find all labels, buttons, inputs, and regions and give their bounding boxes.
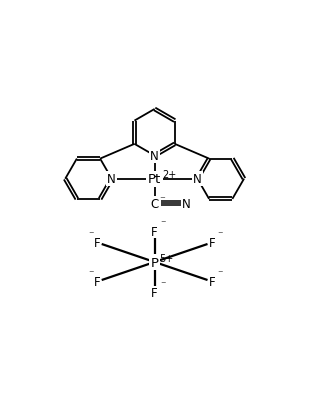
Text: N: N: [107, 173, 116, 186]
Text: ⁻: ⁻: [88, 269, 94, 279]
Text: Pt: Pt: [148, 173, 161, 186]
Text: P: P: [151, 256, 159, 269]
Text: ⁻: ⁻: [160, 279, 166, 290]
Text: ⁻: ⁻: [88, 230, 94, 240]
Text: N: N: [182, 197, 191, 210]
Text: F: F: [151, 225, 158, 238]
Text: ⁻: ⁻: [159, 195, 165, 205]
Text: 2+: 2+: [163, 170, 177, 180]
Text: C: C: [150, 197, 159, 210]
Text: N: N: [193, 173, 202, 186]
Text: F: F: [151, 286, 158, 300]
Text: ⁻: ⁻: [217, 229, 223, 239]
Text: F: F: [209, 275, 216, 288]
Text: N: N: [150, 150, 159, 162]
Text: F: F: [209, 236, 216, 249]
Text: F: F: [94, 275, 100, 288]
Text: ⁻: ⁻: [217, 269, 223, 278]
Text: F: F: [94, 236, 100, 249]
Text: 5+: 5+: [159, 253, 173, 263]
Text: ⁻: ⁻: [160, 219, 166, 229]
